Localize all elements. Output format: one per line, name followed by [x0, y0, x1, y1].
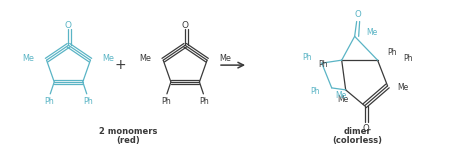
Text: (red): (red) [117, 136, 140, 145]
Text: (colorless): (colorless) [333, 136, 383, 145]
Text: Me: Me [366, 28, 378, 37]
Text: Me: Me [102, 54, 114, 63]
Text: Ph: Ph [388, 48, 397, 57]
Text: +: + [115, 58, 126, 72]
Text: Me: Me [139, 54, 151, 63]
Text: O: O [65, 21, 72, 30]
Text: Ph: Ph [302, 53, 312, 62]
Text: Ph: Ph [83, 97, 92, 106]
Text: dimer: dimer [344, 127, 372, 136]
Text: Ph: Ph [318, 60, 328, 69]
Text: Me: Me [336, 91, 347, 100]
Text: O: O [354, 10, 361, 19]
Text: Ph: Ph [200, 97, 209, 106]
Text: O: O [182, 21, 189, 30]
Text: Ph: Ph [161, 97, 171, 106]
Text: Me: Me [337, 95, 348, 104]
Text: Ph: Ph [403, 54, 413, 63]
Text: Ph: Ph [45, 97, 54, 106]
Text: 2 monomers: 2 monomers [99, 127, 157, 136]
Text: Me: Me [219, 54, 231, 63]
Text: Me: Me [23, 54, 35, 63]
Text: Ph: Ph [310, 87, 320, 96]
Text: Me: Me [398, 83, 409, 92]
Text: O: O [362, 124, 369, 133]
